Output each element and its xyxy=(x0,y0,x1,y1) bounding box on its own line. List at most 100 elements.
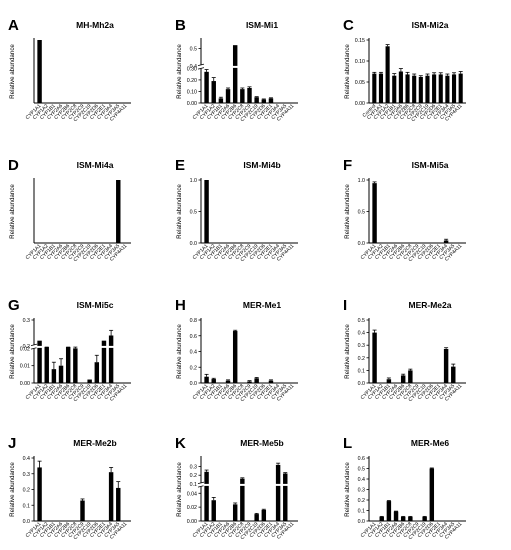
y-tick-label: 0.0 xyxy=(358,381,365,387)
y-tick-label: 0.2 xyxy=(190,365,197,371)
bar-cyp2b6 xyxy=(232,331,238,383)
panel-letter: L xyxy=(343,435,352,452)
panel-letter: B xyxy=(175,17,186,34)
bar-cyp4a11 xyxy=(458,73,463,103)
y-tick-label: 0.4 xyxy=(358,331,365,337)
y-axis-label: Relative abundance xyxy=(176,324,183,379)
y-tick-label: 0.00 xyxy=(187,101,197,107)
bar-cyp1a1 xyxy=(204,180,209,243)
y-tick-label: 0.4 xyxy=(190,350,197,356)
bar-cyp2a6 xyxy=(393,511,399,521)
y-tick-label: 0.20 xyxy=(187,78,197,84)
bar-cyp3a5 xyxy=(116,487,121,521)
y-tick-label: 0.3 xyxy=(190,465,197,471)
y-tick-label: 0.5 xyxy=(358,318,365,324)
bar-cyp2d6 xyxy=(432,74,437,103)
bar-cyp1a1 xyxy=(378,73,384,103)
bar-cyp1b1 xyxy=(51,369,57,383)
bar-cyp2c8 xyxy=(408,516,413,521)
y-tick-label: 0.6 xyxy=(358,456,365,462)
panel-c: C ISM-Mi2a Relative abundance 0.00 0.05 0.10 0… xyxy=(343,17,466,123)
bar-cyp2c8 xyxy=(412,75,417,103)
axis-break-gap xyxy=(31,345,132,349)
bar-cyp2d6 xyxy=(261,509,267,521)
bar-cyp1a1 xyxy=(37,40,42,103)
bar-cyp2a6 xyxy=(225,380,231,383)
y-tick-label: 0.1 xyxy=(190,482,197,488)
y-tick-label: 0.02 xyxy=(20,346,30,352)
y-axis-label: Relative abundance xyxy=(344,44,351,99)
bar-cyp2c19 xyxy=(254,378,259,383)
bar-cyp2a6 xyxy=(58,365,64,383)
bar-cyp2c19 xyxy=(422,516,427,521)
bar-cyp2c19 xyxy=(254,514,259,521)
y-tick-label: 0.01 xyxy=(20,364,30,370)
panel-title: ISM-Mi1 xyxy=(246,20,278,30)
bar-cyp1a1 xyxy=(372,183,377,243)
panel-j: J MER-Me2b Relative abundance 0.0 0.1 0.2 0.3 0… xyxy=(8,435,131,541)
bar-cyp2e1 xyxy=(101,340,107,383)
y-tick-label: 0.4 xyxy=(358,477,365,483)
y-tick-label: 0.3 xyxy=(23,472,30,478)
y-tick-label: 1.0 xyxy=(190,178,197,184)
y-tick-label: 0.3 xyxy=(358,488,365,494)
panel-title: ISM-Mi5a xyxy=(412,160,449,170)
bar-cyp3a5 xyxy=(451,74,457,103)
bar-cyp1b1 xyxy=(386,501,392,521)
y-tick-label: 0.2 xyxy=(23,488,30,494)
bar-cyp2c8 xyxy=(240,89,245,103)
y-tick-label: 0.8 xyxy=(190,318,197,324)
bar-cyp1a1 xyxy=(204,471,209,521)
axis-break-mark xyxy=(197,481,205,484)
bar-cyp3a4 xyxy=(445,75,450,103)
y-axis-label: Relative abundance xyxy=(176,184,183,239)
bar-cyp2c19 xyxy=(425,75,430,103)
bar-cyp2c9 xyxy=(80,500,85,521)
panel-title: ISM-Mi2a xyxy=(412,20,449,30)
panel-letter: I xyxy=(343,297,347,314)
bar-break xyxy=(107,345,115,348)
y-tick-label: 0.0 xyxy=(190,381,197,387)
y-tick-label: 0.0 xyxy=(190,241,197,247)
bar-cyp2c9 xyxy=(418,76,423,103)
y-axis-label: Relative abundance xyxy=(9,44,16,99)
y-tick-label: 0.00 xyxy=(355,101,365,107)
y-axis-label: Relative abundance xyxy=(176,462,183,517)
bar-cyp2e1 xyxy=(268,380,274,383)
panel-letter: K xyxy=(175,435,186,452)
bar-cyp1a2 xyxy=(211,81,216,103)
bar-cyp2c8 xyxy=(240,478,245,521)
bar-cyp3a5 xyxy=(116,180,121,243)
bar-cyp3a4 xyxy=(108,472,114,521)
panel-letter: J xyxy=(8,435,16,452)
bar-cyp1b1 xyxy=(386,379,392,383)
y-tick-label: 0.1 xyxy=(358,368,365,374)
axis-break-gap xyxy=(198,483,299,487)
y-tick-label: 0.15 xyxy=(355,38,365,44)
axis-break-mark xyxy=(197,485,205,488)
y-axis-label: Relative abundance xyxy=(344,462,351,517)
bar-cyp2d6 xyxy=(429,468,435,521)
y-tick-label: 0.5 xyxy=(358,210,365,216)
bar-cyp3a4 xyxy=(443,240,449,243)
axis-break-mark xyxy=(197,63,205,66)
bar-cyp1a2 xyxy=(385,46,390,103)
y-tick-label: 0.3 xyxy=(358,343,365,349)
bar-cyp2a6 xyxy=(225,89,231,103)
panel-title: MER-Me5b xyxy=(240,438,283,448)
bar-cyp2e1 xyxy=(438,74,443,103)
y-axis-label: Relative abundance xyxy=(9,462,16,517)
y-axis-label: Relative abundance xyxy=(176,44,183,99)
bar-cyp1b1 xyxy=(218,98,224,103)
y-tick-label: 0.10 xyxy=(355,59,365,65)
panel-k: K MER-Me5b Relative abundance 0.00 0.02 0.04 0… xyxy=(175,435,299,541)
panel-title: ISM-Mi4a xyxy=(77,160,114,170)
y-tick-label: 0.10 xyxy=(187,89,197,95)
panel-letter: A xyxy=(8,17,19,34)
bar-break xyxy=(274,483,282,486)
